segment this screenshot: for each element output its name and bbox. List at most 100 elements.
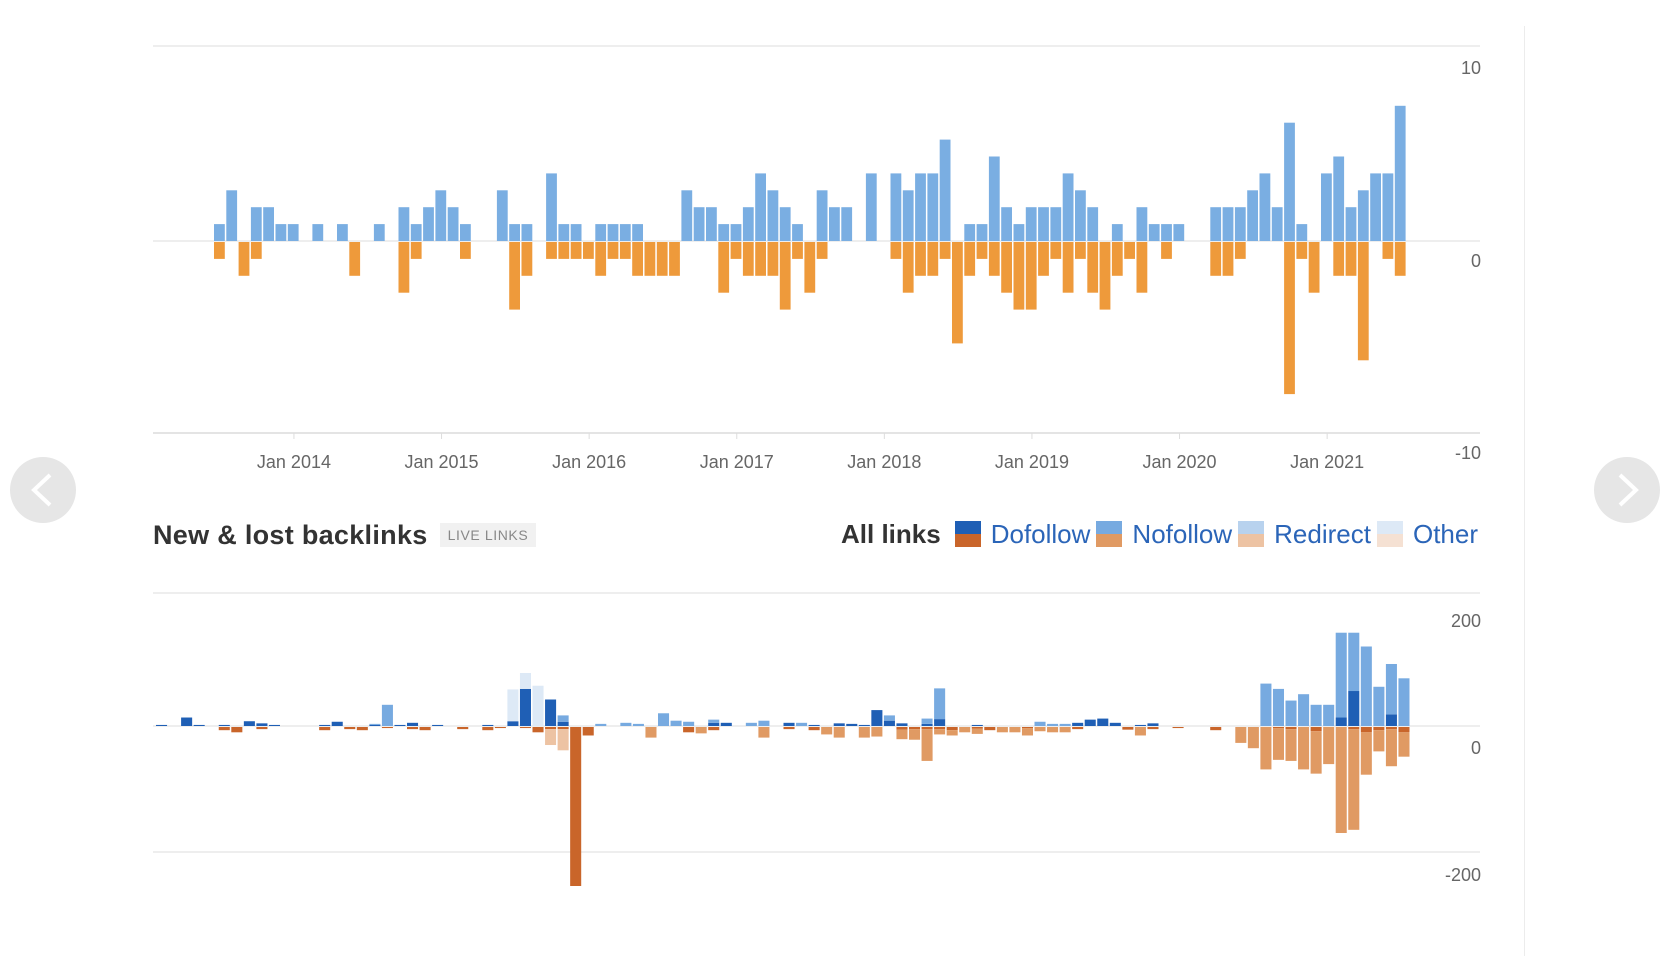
top-chart-negative-bar	[1062, 242, 1074, 293]
bottom-chart-new-bar	[1134, 724, 1146, 726]
dofollow-swatch	[954, 521, 981, 547]
previous-slide-button[interactable]	[10, 457, 76, 523]
bottom-chart-new-bar	[394, 724, 406, 726]
top-chart-x-tick-label: Jan 2019	[995, 452, 1069, 472]
top-chart-negative-bar	[1357, 242, 1369, 361]
bottom-chart-lost-bar	[1360, 727, 1372, 733]
bottom-chart-new-bar	[1310, 704, 1322, 726]
bottom-chart-new-bar	[1385, 714, 1397, 726]
top-chart-negative-bar	[1124, 242, 1135, 259]
top-chart-positive-bar	[250, 207, 262, 241]
bottom-chart-lost-bar	[858, 727, 870, 738]
top-chart-y-tick-label: -10	[1455, 443, 1481, 463]
top-chart-positive-bar	[939, 139, 951, 241]
bottom-chart-new-bar	[658, 713, 670, 726]
bottom-chart-new-bar	[708, 722, 720, 726]
top-chart-positive-bar	[730, 224, 742, 241]
top-chart-positive-bar	[1062, 173, 1074, 241]
bottom-chart-new-bar	[369, 724, 381, 726]
bottom-chart-new-bar	[181, 717, 193, 726]
next-slide-button[interactable]	[1594, 457, 1660, 523]
top-chart-positive-bar	[1296, 224, 1308, 241]
top-chart-negative-bar	[509, 242, 520, 310]
top-chart-positive-bar	[287, 224, 299, 241]
bottom-chart-new-bar	[871, 710, 883, 726]
top-chart-positive-bar	[1001, 207, 1012, 241]
bottom-chart-new-bar	[883, 715, 895, 721]
bottom-chart-lost-bar	[971, 728, 983, 734]
top-chart-negative-bar	[779, 242, 791, 310]
bottom-chart-new-bar	[896, 723, 908, 726]
bottom-chart-lost-bar	[494, 727, 506, 729]
bottom-chart-lost-bar	[808, 727, 820, 731]
top-chart-positive-bar	[681, 190, 693, 241]
top-chart-positive-bar	[1075, 190, 1086, 241]
top-chart-negative-bar	[214, 242, 225, 259]
bottom-chart-lost-bar	[909, 727, 921, 730]
top-chart-negative-bar	[964, 242, 976, 276]
legend-item-other[interactable]: Other	[1376, 519, 1478, 550]
bottom-chart-new-bar	[557, 721, 569, 726]
bottom-chart-new-bar	[256, 723, 268, 726]
redirect-swatch	[1238, 521, 1265, 547]
top-chart-positive-bar	[607, 224, 619, 241]
bottom-chart-new-bar	[783, 722, 795, 726]
top-chart-positive-bar	[460, 224, 471, 241]
top-chart-y-tick-label: 10	[1461, 58, 1481, 78]
bottom-chart-new-bar	[632, 723, 644, 726]
bottom-chart-new-bar	[545, 699, 557, 726]
bottom-chart-new-bar	[683, 721, 695, 726]
top-chart-positive-bar	[337, 224, 348, 241]
legend-item-redirect[interactable]: Redirect	[1238, 519, 1371, 550]
top-chart-x-tick-label: Jan 2017	[700, 452, 774, 472]
bottom-chart-new-bar	[532, 685, 544, 726]
top-chart-x-tick-label: Jan 2021	[1290, 452, 1364, 472]
top-chart-negative-bar	[1161, 242, 1172, 259]
bottom-chart-lost-bar	[1373, 730, 1385, 752]
bottom-chart-lost-bar	[344, 727, 356, 730]
top-chart-positive-bar	[1333, 156, 1345, 241]
bottom-chart-lost-bar	[971, 727, 983, 729]
bottom-chart-lost-bar	[1385, 727, 1397, 730]
top-chart-positive-bar	[1136, 207, 1148, 241]
bottom-chart-new-bar	[720, 722, 732, 726]
bottom-chart-lost-bar	[1310, 727, 1322, 732]
bottom-chart-lost-bar	[871, 727, 883, 737]
top-chart-positive-bar	[1013, 224, 1025, 241]
bottom-chart-lost-bar	[319, 727, 331, 731]
top-chart-positive-bar	[792, 224, 803, 241]
bottom-chart-lost-bar	[557, 727, 569, 730]
bottom-chart-lost-bar	[407, 727, 419, 730]
bottom-chart-lost-bar	[231, 727, 243, 733]
bottom-chart-new-bar	[1335, 717, 1347, 726]
bottom-chart-lost-bar	[695, 727, 707, 734]
top-chart-positive-bar	[927, 173, 939, 241]
top-chart-negative-bar	[1382, 242, 1394, 259]
live-links-badge[interactable]: LIVE LINKS	[439, 523, 537, 547]
bottom-chart-lost-bar	[532, 727, 544, 733]
bottom-chart-new-bar	[1072, 722, 1084, 726]
top-chart-positive-bar	[1357, 190, 1369, 241]
bottom-chart-new-bar	[808, 724, 820, 726]
bottom-chart-new-bar	[1323, 704, 1335, 726]
top-chart-negative-bar	[730, 242, 742, 259]
legend-all-links[interactable]: All links	[841, 518, 941, 549]
bottom-chart-new-bar	[507, 689, 519, 722]
top-chart-positive-bar	[1394, 105, 1406, 241]
top-chart-negative-bar	[595, 242, 607, 276]
legend-label-dofollow: Dofollow	[990, 518, 1091, 549]
nofollow-swatch	[1096, 521, 1123, 547]
bottom-chart-lost-bar	[645, 727, 657, 738]
top-chart-positive-bar	[829, 207, 840, 241]
top-chart-negative-bar	[1333, 242, 1345, 276]
bottom-chart-lost-bar	[1009, 727, 1021, 733]
legend-item-nofollow[interactable]: Nofollow	[1096, 519, 1232, 550]
bottom-chart-lost-bar	[1285, 727, 1297, 730]
bottom-chart-lost-bar	[1323, 727, 1335, 765]
top-chart-negative-bar	[939, 242, 951, 259]
bottom-chart-new-bar	[1285, 700, 1297, 726]
bottom-chart-lost-bar	[1059, 727, 1071, 733]
bottom-chart-lost-bar	[946, 727, 958, 731]
legend-item-dofollow[interactable]: Dofollow	[954, 518, 1091, 550]
bottom-chart-new-bar	[883, 720, 895, 726]
